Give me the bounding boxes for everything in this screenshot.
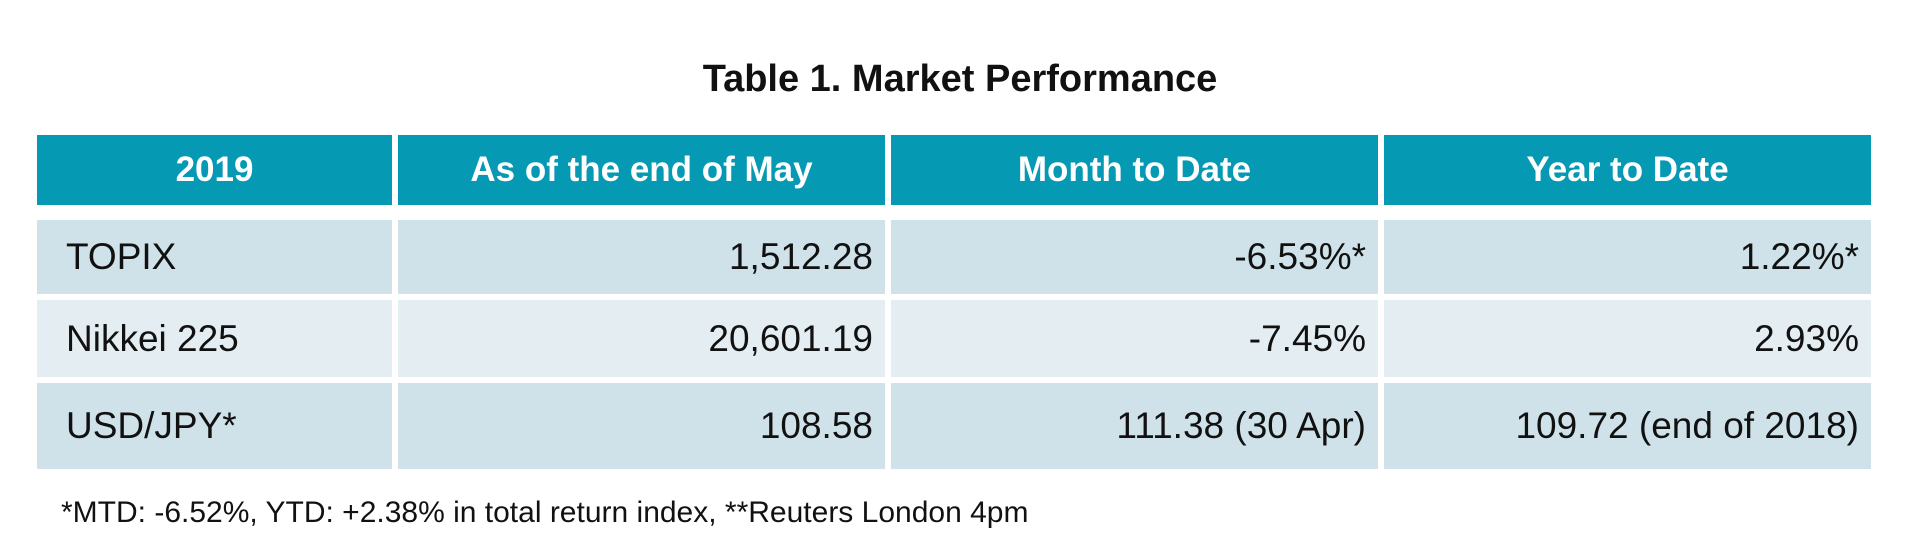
table-cell: 108.58 — [398, 383, 885, 469]
header-cell: As of the end of May — [398, 135, 885, 205]
row-label: Nikkei 225 — [37, 300, 392, 377]
header-cell: 2019 — [37, 135, 392, 205]
header-cell: Month to Date — [891, 135, 1378, 205]
table-title: Table 1. Market Performance — [702, 58, 1218, 100]
table-cell: 111.38 (30 Apr) — [891, 383, 1378, 469]
table-cell: 1,512.28 — [398, 220, 885, 294]
footnote: *MTD: -6.52%, YTD: +2.38% in total retur… — [61, 496, 1029, 529]
table: 2019 As of the end of May Month to Date Yea… — [37, 135, 1871, 469]
table-cell: 1.22%* — [1384, 220, 1871, 294]
header-cell: Year to Date — [1384, 135, 1871, 205]
table-cell: -6.53%* — [891, 220, 1378, 294]
table-cell: 109.72 (end of 2018) — [1384, 383, 1871, 469]
table-cell: 20,601.19 — [398, 300, 885, 377]
table-cell: 2.93% — [1384, 300, 1871, 377]
table-cell: -7.45% — [891, 300, 1378, 377]
row-label: USD/JPY* — [37, 383, 392, 469]
row-label: TOPIX — [37, 220, 392, 294]
